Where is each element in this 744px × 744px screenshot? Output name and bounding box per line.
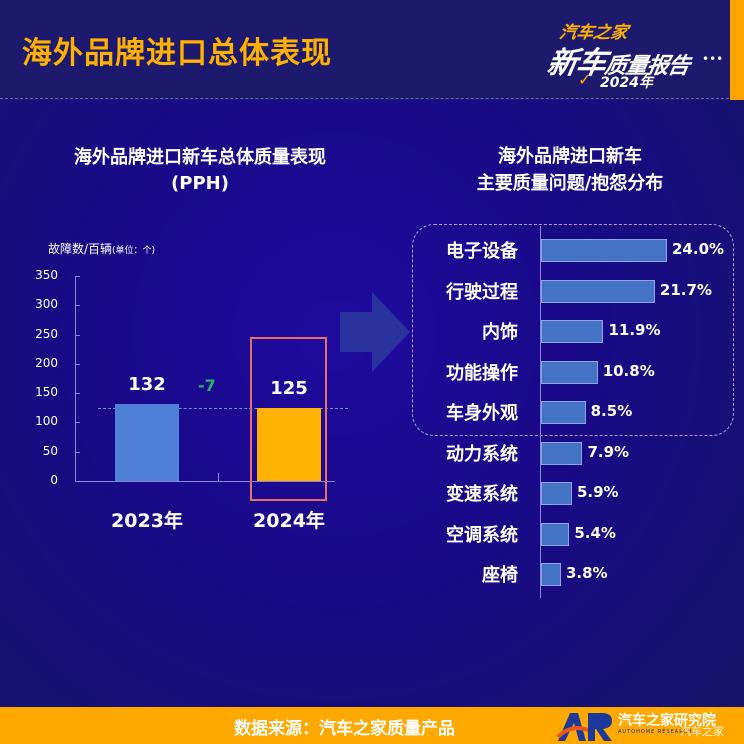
ar-logo-icon: [556, 713, 612, 741]
hbar-category-label: 座椅: [482, 565, 518, 586]
y-tick-mark: [75, 422, 80, 424]
hbar: [541, 401, 586, 424]
hbar-value-label: 11.9%: [608, 321, 661, 339]
hbar-row: 变速系统 5.9%: [0, 478, 744, 508]
hbar: [541, 320, 604, 343]
right-chart-title-line1: 海外品牌进口新车: [498, 146, 642, 167]
watermark: 汽车之家: [680, 725, 724, 738]
hbar-value-label: 8.5%: [590, 402, 633, 420]
hbar-category-label: 变速系统: [446, 484, 518, 505]
reference-dashed-line: [98, 408, 348, 409]
bar-2024年: [257, 407, 321, 481]
x-axis-label: 2024年: [253, 510, 325, 532]
bar-value-label: 125: [270, 377, 308, 399]
x-axis-line: [75, 481, 335, 482]
hbar-value-label: 7.9%: [587, 442, 630, 461]
hbar-row: 车身外观 8.5%: [0, 397, 744, 427]
hbar-category-label: 空调系统: [446, 524, 518, 546]
brand-main-big: 新车: [544, 46, 609, 81]
hbar: [541, 360, 598, 384]
hbar: [541, 563, 561, 586]
difference-label: -7: [198, 376, 216, 395]
left-chart-title-line1: 海外品牌进口新车总体质量表现: [74, 147, 326, 168]
y-tick-label: 300: [35, 297, 58, 312]
hbar-value-label: 5.4%: [574, 523, 616, 542]
hbar-value-label: 21.7%: [659, 280, 712, 299]
bar-value-label: 132: [128, 373, 166, 395]
hbar: [541, 239, 667, 262]
x-axis-minor-tick: [218, 473, 219, 481]
hbar-row: 行驶过程 21.7%: [0, 276, 744, 306]
hbar-row: 座椅 3.8%: [0, 559, 744, 589]
hbar-category-label: 车身外观: [446, 403, 518, 424]
right-chart-title: 海外品牌进口新车 主要质量问题/抱怨分布: [420, 143, 720, 197]
y-tick-label: 150: [35, 385, 58, 400]
y-tick-label: 250: [35, 326, 58, 341]
hbar: [541, 522, 570, 546]
y-tick-mark: [75, 393, 80, 395]
bar-2023年: [115, 403, 179, 481]
y-tick-mark: [75, 334, 80, 336]
right-arrow-icon: [340, 292, 410, 372]
hbar-row: 电子设备 24.0%: [0, 235, 744, 265]
hbar-row: 动力系统 7.9%: [0, 438, 744, 468]
header-divider: [0, 98, 744, 99]
hbar-value-label: 3.8%: [565, 564, 608, 582]
orange-accent-tab: [730, 0, 744, 100]
x-axis-label: 2023年: [111, 510, 183, 532]
left-chart-title: 海外品牌进口新车总体质量表现 (PPH): [30, 145, 370, 197]
dots-icon: •••: [702, 52, 724, 66]
check-mark-icon: ✓: [578, 70, 592, 89]
hbar-value-label: 5.9%: [576, 483, 619, 501]
footer-logo-subtext: AUTOHOME RESEARCH: [618, 729, 693, 735]
footer-bar: 数据来源：汽车之家质量产品 汽车之家研究院 AUTOHOME RESEARCH: [0, 707, 744, 744]
y-tick-mark: [75, 305, 80, 307]
y-tick-label: 200: [35, 355, 58, 370]
hbar: [541, 441, 583, 465]
left-chart-title-line2: (PPH): [171, 173, 229, 194]
hbar-row: 功能操作 10.8%: [0, 357, 744, 387]
top5-dashed-box: [412, 224, 734, 436]
hbar-category-label: 内饰: [482, 322, 518, 343]
y-tick-label: 350: [35, 268, 58, 282]
y-tick-mark: [75, 276, 80, 277]
hbar-row: 内饰 11.9%: [0, 316, 744, 346]
hbar-category-label: 行驶过程: [446, 281, 518, 303]
y-tick-label: 100: [35, 414, 58, 429]
y-tick-label: 0: [50, 473, 58, 487]
y-axis-unit-label: 故障数/百辆: [48, 242, 113, 256]
y-tick-mark: [75, 451, 80, 453]
hbar-category-label: 电子设备: [446, 241, 518, 262]
hbar-value-label: 10.8%: [602, 361, 655, 380]
hbar-category-label: 功能操作: [446, 362, 518, 384]
hbar-value-label: 24.0%: [672, 240, 725, 258]
y-tick-label: 50: [42, 443, 58, 458]
y-axis-line: [75, 276, 76, 482]
brand-logo: 汽车之家 新车质量报告 ✓ 2024年 •••: [540, 10, 724, 91]
y-axis-unit: 故障数/百辆(单位：个): [48, 240, 155, 257]
hbar: [541, 279, 655, 303]
y-tick-mark: [75, 363, 80, 365]
page-title: 海外品牌进口总体表现: [22, 36, 332, 71]
hbar-category-label: 动力系统: [446, 443, 518, 465]
y-axis-unit-note: (单位：个): [112, 246, 156, 256]
brand-year: 2024年: [600, 75, 653, 91]
hbar: [541, 482, 572, 505]
footer-logo-text: 汽车之家研究院: [618, 713, 716, 729]
hbar-axis-line: [540, 226, 541, 598]
data-source-text: 数据来源：汽车之家质量产品: [234, 719, 455, 739]
header-bar: [0, 0, 744, 100]
highlight-box-2024: [250, 337, 327, 501]
hbar-row: 空调系统 5.4%: [0, 519, 744, 549]
right-chart-title-line2: 主要质量问题/抱怨分布: [476, 173, 664, 194]
